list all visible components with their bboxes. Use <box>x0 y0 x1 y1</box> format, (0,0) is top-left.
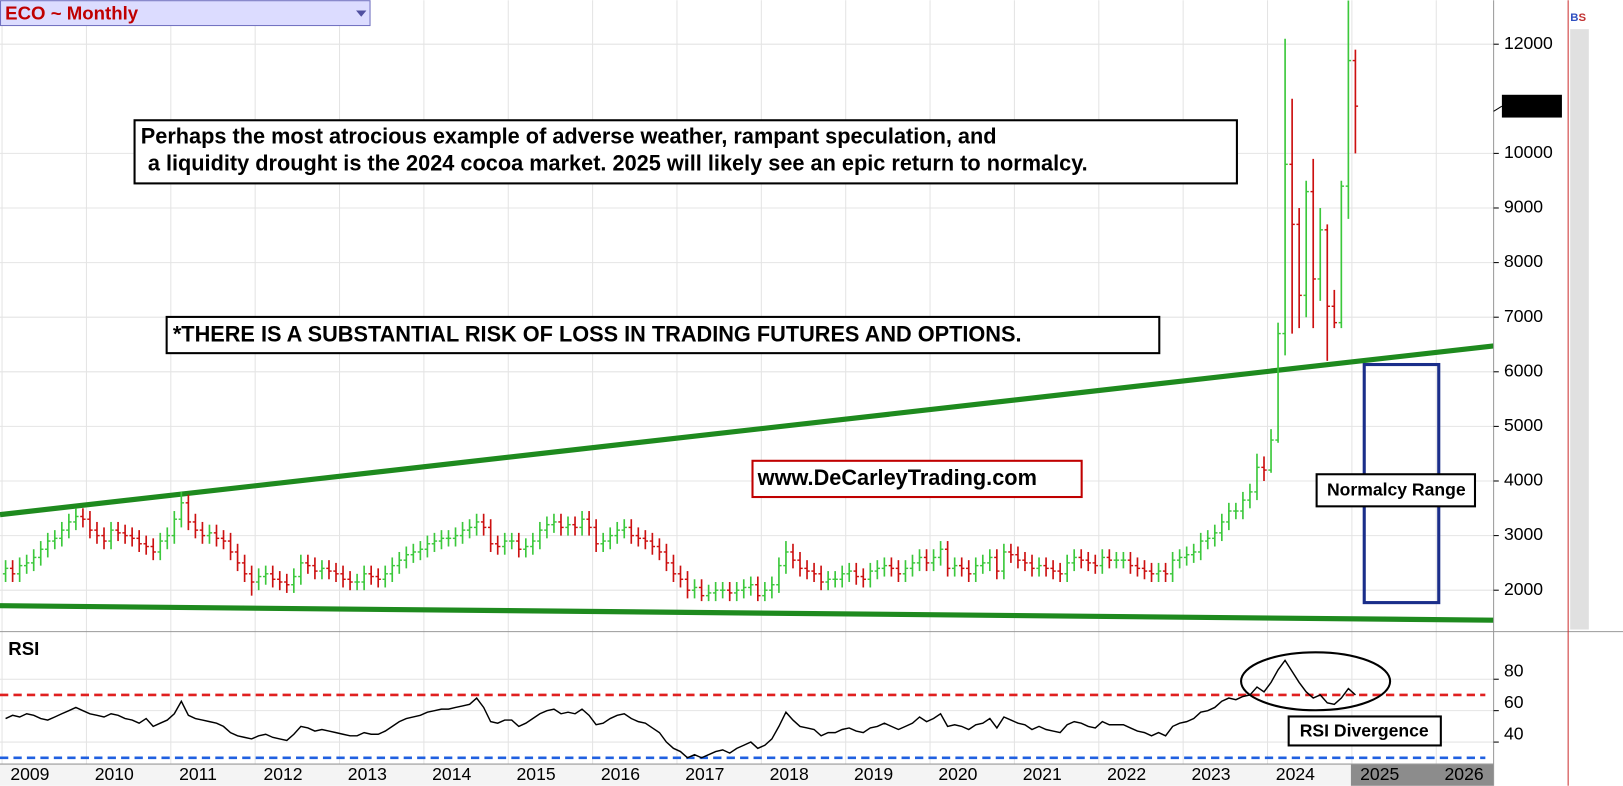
rsi-title: RSI <box>8 638 39 659</box>
y-tick-label: 8000 <box>1504 251 1543 271</box>
disclaimer-box <box>165 315 1161 355</box>
title-box[interactable] <box>0 0 371 27</box>
x-tick-label: 2024 <box>1276 764 1315 784</box>
time-axis <box>0 764 1351 786</box>
upper-trendline <box>0 343 1494 518</box>
x-tick-label: 2018 <box>770 764 809 784</box>
normalcy-label: Normalcy Range <box>1327 479 1466 499</box>
x-tick-label: 2017 <box>685 764 724 784</box>
x-tick-label: 2014 <box>432 764 471 784</box>
divergence-ellipse <box>1240 651 1392 712</box>
dropdown-arrow[interactable] <box>356 10 367 17</box>
x-tick-label: 2022 <box>1107 764 1146 784</box>
x-tick-label: 2020 <box>938 764 977 784</box>
y-tick-label: 3000 <box>1504 524 1543 544</box>
chart-title: ECO ~ Monthly <box>5 3 139 24</box>
note-box <box>133 119 1238 185</box>
lower-trendline <box>0 603 1494 623</box>
website: www.DeCarleyTrading.com <box>757 465 1037 490</box>
x-tick-label: 2019 <box>854 764 893 784</box>
y-tick-label: 2000 <box>1504 579 1543 599</box>
disclaimer: *THERE IS A SUBSTANTIAL RISK OF LOSS IN … <box>173 321 1022 346</box>
y-tick-label: 40 <box>1504 723 1524 743</box>
y-tick-label: 80 <box>1504 661 1524 681</box>
x-tick-label: 2026 <box>1445 764 1484 784</box>
y-tick-label: 4000 <box>1504 470 1543 490</box>
x-tick-label: 2011 <box>179 764 217 784</box>
x-tick-label: 2010 <box>95 764 134 784</box>
future-axis <box>1350 764 1494 786</box>
rsi-line <box>5 659 1356 759</box>
price-tag <box>1501 94 1562 118</box>
rsi-pane <box>0 659 1486 760</box>
y-tick-label: 12000 <box>1504 33 1553 53</box>
divergence-box <box>1287 715 1442 747</box>
divergence-label: RSI Divergence <box>1300 721 1429 741</box>
website-box <box>751 459 1083 499</box>
x-tick-label: 2009 <box>10 764 49 784</box>
y-tick-label: 60 <box>1504 692 1524 712</box>
x-tick-label: 2016 <box>601 764 640 784</box>
y-tick-label: 6000 <box>1504 360 1543 380</box>
price-tag-label: 10865 <box>1505 96 1554 116</box>
y-tick-label: 10000 <box>1504 142 1553 162</box>
y-tick-label: 9000 <box>1504 197 1543 217</box>
bars <box>2 0 1359 602</box>
y-tick-label: 5000 <box>1504 415 1543 435</box>
x-tick-label: 2012 <box>263 764 302 784</box>
normalcy-label-box <box>1315 473 1477 508</box>
price-pointer <box>1493 105 1503 112</box>
note-line: a liquidity drought is the 2024 cocoa ma… <box>142 151 1088 176</box>
scrollbar <box>1570 29 1589 630</box>
x-tick-label: 2023 <box>1191 764 1230 784</box>
y-tick-label: 7000 <box>1504 306 1543 326</box>
toolbar-b[interactable]: B <box>1570 12 1578 24</box>
x-tick-label: 2015 <box>517 764 556 784</box>
toolbar-s[interactable]: S <box>1578 12 1586 24</box>
x-tick-label: 2021 <box>1023 764 1062 784</box>
x-tick-label: 2013 <box>348 764 387 784</box>
x-tick-label: 2025 <box>1360 764 1399 784</box>
note-line: Perhaps the most atrocious example of ad… <box>141 124 997 149</box>
